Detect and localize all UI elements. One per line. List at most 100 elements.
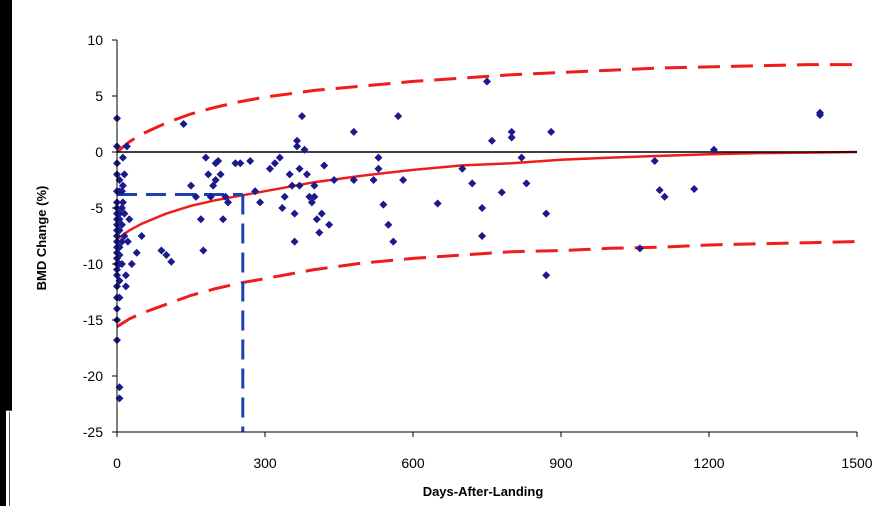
data-point	[487, 136, 496, 145]
data-point	[379, 200, 388, 209]
data-point	[285, 170, 294, 179]
data-point	[690, 184, 699, 193]
y-tick-label: -20	[83, 368, 103, 384]
data-point	[305, 192, 314, 201]
data-point	[120, 232, 129, 240]
data-point	[137, 232, 146, 240]
data-point	[315, 228, 324, 237]
axes: 10 5 0 -5 -10 -15 -20 -25 0 300 600 900 1200 1500	[83, 32, 873, 471]
y-axis-title: BMD Change (%)	[34, 186, 49, 291]
data-point	[389, 237, 398, 246]
left-bracket-tick	[6, 410, 12, 411]
data-point	[635, 244, 644, 253]
data-point	[191, 192, 200, 201]
data-point	[816, 111, 824, 120]
data-point	[507, 127, 516, 136]
data-point	[349, 176, 358, 184]
chart-panel	[12, 0, 877, 506]
data-point	[206, 192, 215, 201]
data-point	[650, 156, 659, 165]
data-point	[118, 198, 127, 207]
data-point	[117, 237, 126, 246]
reference-lines	[117, 151, 857, 432]
data-point	[369, 176, 378, 184]
data-point	[320, 161, 329, 170]
data-point	[231, 159, 240, 168]
data-point	[384, 220, 393, 229]
data-point	[399, 176, 408, 184]
y-tick-label: -25	[83, 424, 103, 440]
data-point	[547, 127, 556, 136]
data-point	[394, 112, 403, 121]
lower-prediction-band	[116, 240, 858, 328]
data-point	[121, 271, 130, 280]
data-point	[127, 260, 136, 268]
data-point	[121, 282, 130, 291]
data-point	[542, 209, 551, 218]
data-point	[325, 220, 334, 229]
data-point	[374, 153, 383, 162]
data-point	[507, 133, 516, 142]
data-point	[251, 187, 260, 196]
data-point	[265, 164, 274, 173]
data-point	[122, 142, 131, 151]
data-point	[199, 246, 208, 255]
data-point	[497, 188, 506, 197]
data-point	[120, 170, 129, 179]
data-point	[221, 192, 230, 201]
fit-curve-layer	[116, 150, 858, 241]
data-point	[478, 204, 487, 212]
data-point	[310, 181, 319, 190]
data-point	[162, 251, 171, 260]
data-point	[295, 164, 304, 173]
data-point	[132, 248, 141, 257]
y-tick-label: -5	[91, 200, 104, 216]
data-point	[302, 170, 311, 179]
data-point	[293, 142, 302, 151]
data-point	[293, 136, 302, 145]
data-point	[280, 192, 289, 201]
data-point	[655, 186, 664, 195]
data-point	[201, 153, 210, 162]
data-point	[123, 237, 132, 246]
data-point	[478, 232, 487, 240]
data-point	[117, 187, 126, 196]
fit-curve	[116, 150, 858, 241]
data-point	[517, 153, 526, 162]
data-point	[270, 159, 279, 168]
upper-prediction-band	[116, 63, 857, 154]
x-axis-title: Days-After-Landing	[423, 484, 544, 499]
data-point	[117, 220, 126, 229]
prediction-bands	[116, 63, 858, 328]
data-point	[196, 215, 205, 224]
x-tick-label: 0	[113, 455, 121, 471]
data-point	[660, 192, 669, 201]
data-point	[125, 215, 134, 224]
data-point	[288, 181, 297, 190]
y-tick-label: -15	[83, 312, 103, 328]
data-point	[483, 77, 491, 86]
data-point	[374, 164, 383, 173]
data-point	[219, 215, 228, 224]
y-tick-label: 10	[87, 32, 103, 48]
left-bracket-line	[9, 412, 10, 506]
data-point	[120, 209, 129, 218]
data-point	[295, 181, 304, 190]
data-point	[709, 145, 718, 154]
data-point	[256, 198, 265, 207]
data-point	[117, 260, 126, 268]
data-point	[118, 181, 127, 190]
data-point	[433, 199, 442, 208]
data-point	[290, 237, 299, 246]
data-point	[317, 209, 326, 218]
data-point	[216, 170, 225, 179]
data-point	[330, 176, 339, 184]
data-point	[204, 170, 213, 179]
y-tick-label: -10	[83, 256, 103, 272]
x-tick-label: 900	[549, 455, 573, 471]
data-point	[214, 156, 223, 165]
data-point	[312, 215, 321, 224]
data-point	[468, 179, 477, 188]
data-point	[458, 164, 467, 173]
